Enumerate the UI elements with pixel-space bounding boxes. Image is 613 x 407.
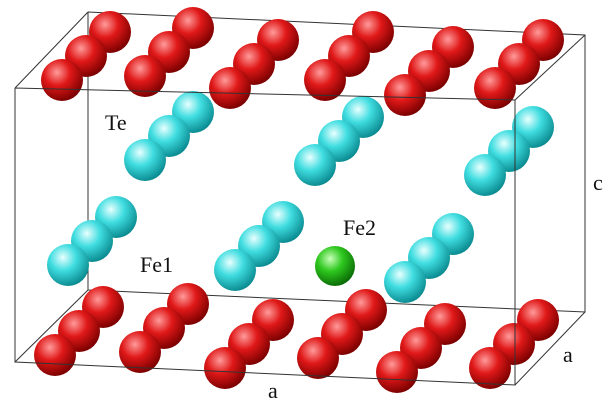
crystal-structure: Te Fe1 Fe2 c a a <box>0 0 613 407</box>
te-atom <box>124 139 166 181</box>
axis-label: a <box>563 342 573 367</box>
fe-atom <box>34 334 76 376</box>
te-atom <box>294 144 336 186</box>
te-atom <box>384 261 426 303</box>
fe-atom <box>209 67 251 109</box>
fe-atom <box>474 67 516 109</box>
te-atom <box>464 154 506 196</box>
fe-atom <box>41 59 83 101</box>
fe-atom <box>297 337 339 379</box>
te-atom <box>47 244 89 286</box>
axis-label: a <box>268 378 278 403</box>
fe-atom <box>384 74 426 116</box>
te-atom <box>214 249 256 291</box>
atoms <box>34 7 564 393</box>
atom-label: Te <box>105 110 127 135</box>
fe2-atom <box>315 246 355 286</box>
fe-atom <box>376 351 418 393</box>
atom-label: Fe1 <box>140 252 173 277</box>
atom-label: Fe2 <box>343 215 376 240</box>
axis-label: c <box>593 170 603 195</box>
fe-atom <box>204 347 246 389</box>
